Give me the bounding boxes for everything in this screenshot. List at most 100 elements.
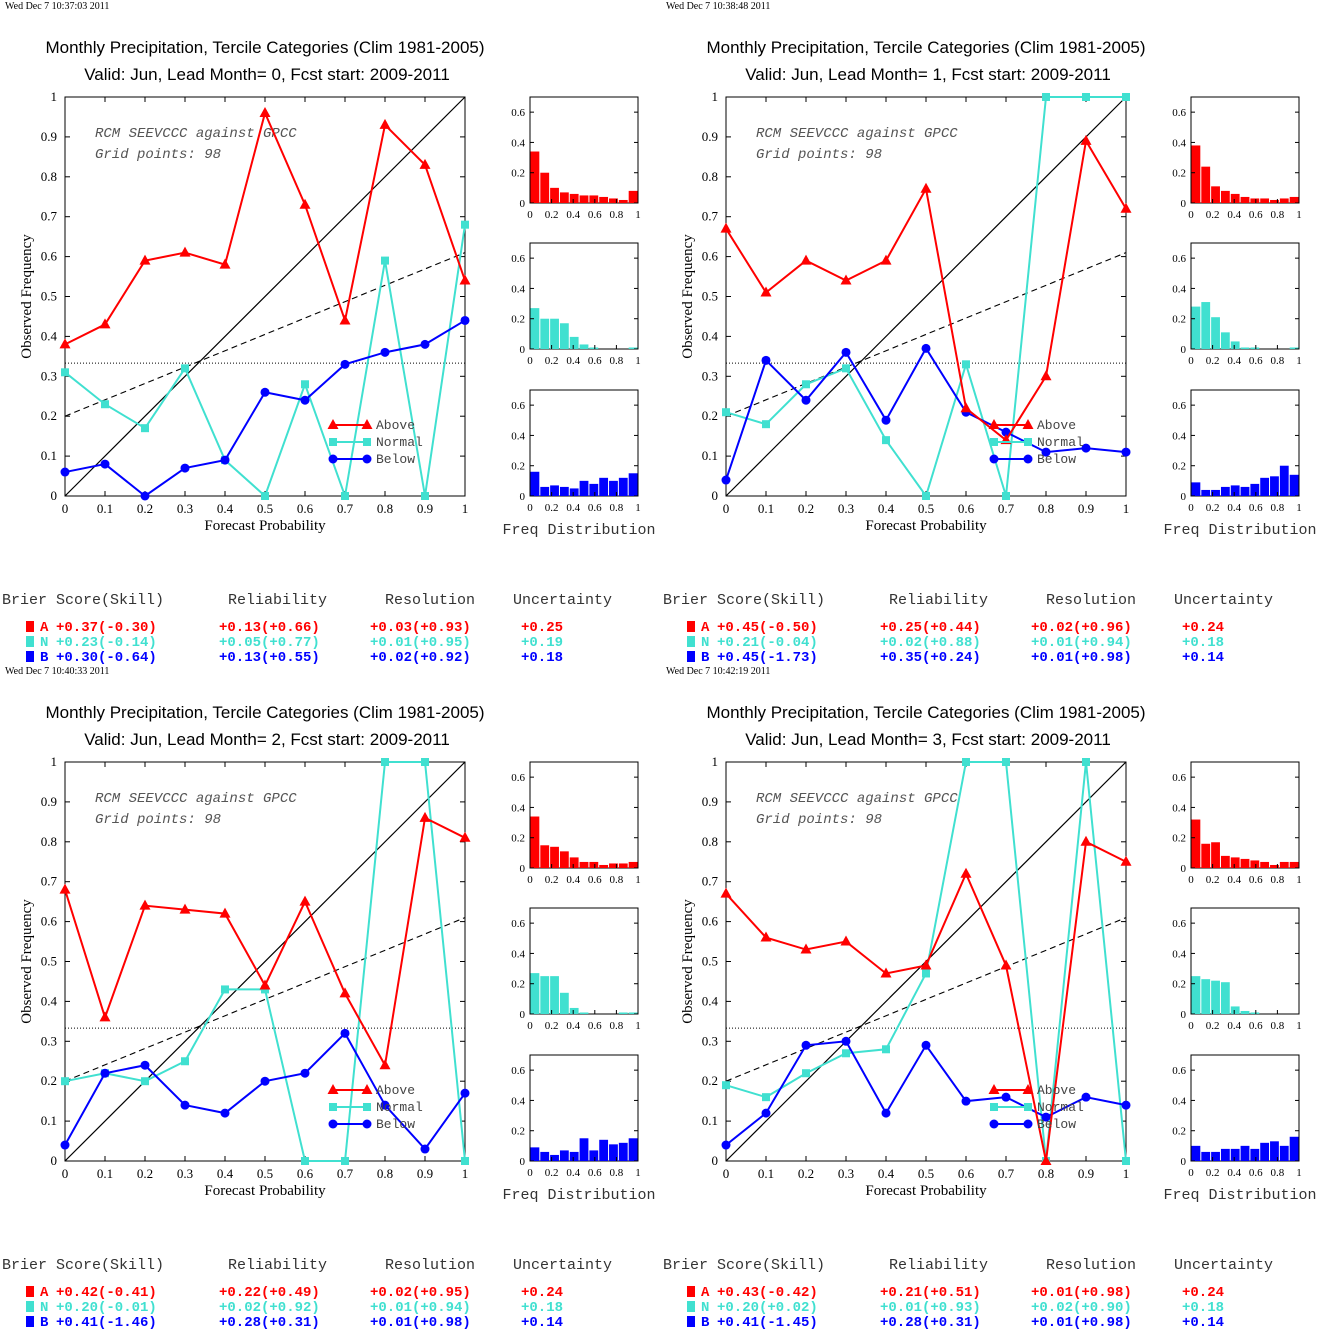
histogram-bar <box>550 485 559 496</box>
score-value: +0.28(+0.31) <box>219 1315 320 1330</box>
score-value: +0.19 <box>521 635 563 651</box>
y-tick-label: 0.8 <box>41 169 57 184</box>
legend-marker <box>328 454 338 464</box>
hist-y-tick-label: 0.2 <box>511 833 525 845</box>
histogram-bar <box>1240 347 1250 349</box>
point-normal <box>1122 1157 1130 1165</box>
score-header-1: Brier Score(Skill) <box>663 1257 825 1274</box>
hist-x-tick-label: 0 <box>1188 209 1194 221</box>
point-below <box>340 359 350 369</box>
histogram-bar <box>1211 489 1220 496</box>
histogram-bar <box>1260 477 1270 496</box>
hist-y-tick-label: 0.4 <box>1172 948 1186 960</box>
score-value: +0.02(+0.96) <box>1031 620 1132 636</box>
histogram-bar <box>550 976 559 1014</box>
y-tick-label: 0.2 <box>41 408 57 423</box>
hist-x-tick-label: 0 <box>527 355 533 367</box>
hist-y-tick-label: 0 <box>1181 344 1187 356</box>
point-above <box>960 402 972 413</box>
histogram-bar <box>550 1154 559 1161</box>
y-tick-label: 0.9 <box>702 129 718 144</box>
hist-x-tick-label: 0.6 <box>588 1020 602 1032</box>
hist-x-tick-label: 1 <box>1296 1167 1302 1179</box>
hist-x-tick-label: 0.2 <box>1206 1167 1220 1179</box>
histogram-bar <box>628 473 638 496</box>
legend-marker <box>327 1084 339 1094</box>
point-normal <box>381 758 389 766</box>
score-header-3: Resolution <box>1046 592 1136 609</box>
x-tick-label: 0.6 <box>958 1166 975 1181</box>
point-normal <box>762 420 770 429</box>
y-tick-label: 0.2 <box>702 408 718 423</box>
point-below <box>260 1076 270 1086</box>
x-tick-label: 0.6 <box>958 501 975 516</box>
hist-y-tick-label: 0 <box>520 491 526 503</box>
histogram-bar <box>579 861 589 868</box>
histogram-bar <box>1191 145 1201 203</box>
annotation-grid-points: Grid points: 98 <box>95 147 221 163</box>
y-tick-label: 0 <box>51 488 58 503</box>
x-tick-label: 0.6 <box>297 1166 314 1181</box>
score-swatch <box>687 1286 695 1297</box>
legend-label-normal: Normal <box>1037 1100 1084 1115</box>
histogram-bar <box>589 861 599 868</box>
freq-histogram-below: 0 0.2 0.4 0.6 0 0.2 0.4 0.6 0.8 1 <box>511 1054 641 1179</box>
score-value: +0.41(-1.46) <box>56 1315 157 1330</box>
point-below <box>761 1108 771 1118</box>
histogram-bar <box>1250 198 1260 203</box>
hist-x-tick-label: 0.6 <box>1249 355 1263 367</box>
histogram-bar <box>628 190 638 203</box>
score-value: +0.21(-0.04) <box>717 635 818 651</box>
x-tick-label: 0.1 <box>97 1166 113 1181</box>
hist-x-tick-label: 0 <box>527 1020 533 1032</box>
score-header-2: Reliability <box>228 592 327 609</box>
hist-x-tick-label: 0.4 <box>566 502 580 514</box>
histogram-bar <box>569 193 579 203</box>
chart-subtitle: Valid: Jun, Lead Month= 2, Fcst start: 2… <box>84 730 450 749</box>
point-normal <box>261 492 269 500</box>
chart-title: Monthly Precipitation, Tercile Categorie… <box>706 38 1145 57</box>
hist-y-tick-label: 0.6 <box>511 1065 525 1077</box>
point-above <box>379 1059 391 1070</box>
histogram-bar <box>1201 843 1211 868</box>
hist-y-tick-label: 0.6 <box>1172 253 1186 265</box>
freq-histogram-normal: 0 0.2 0.4 0.6 0 0.2 0.4 0.6 0.8 1 <box>511 242 641 367</box>
histogram-bar <box>609 480 618 496</box>
hist-x-tick-label: 0 <box>1188 1167 1194 1179</box>
hist-y-tick-label: 0.2 <box>1172 314 1186 326</box>
y-tick-label: 1 <box>712 89 719 104</box>
y-tick-label: 0.3 <box>41 1033 57 1048</box>
score-value: +0.03(+0.93) <box>370 620 471 636</box>
hist-x-tick-label: 0.6 <box>588 209 602 221</box>
histogram-bar <box>1220 332 1230 349</box>
point-above <box>920 182 932 193</box>
x-tick-label: 1 <box>1123 501 1130 516</box>
y-tick-label: 0.9 <box>41 794 57 809</box>
hist-x-tick-label: 0.4 <box>1227 502 1241 514</box>
legend-label-below: Below <box>376 1117 415 1132</box>
legend-marker <box>1022 419 1034 429</box>
chart-subtitle: Valid: Jun, Lead Month= 0, Fcst start: 2… <box>84 65 450 84</box>
legend-marker <box>329 438 337 446</box>
x-tick-label: 0.8 <box>1038 501 1054 516</box>
point-normal <box>922 969 930 978</box>
y-tick-label: 0.8 <box>702 834 718 849</box>
freq-histogram-normal: 0 0.2 0.4 0.6 0 0.2 0.4 0.6 0.8 1 <box>1172 242 1302 367</box>
x-tick-label: 0 <box>62 1166 69 1181</box>
no-skill-line <box>64 252 466 417</box>
hist-x-tick-label: 0 <box>1188 874 1194 886</box>
histogram-bar <box>1191 482 1201 496</box>
histogram-bar <box>599 477 609 496</box>
point-normal <box>922 492 930 500</box>
legend-marker <box>361 419 373 429</box>
hist-x-tick-label: 0 <box>1188 355 1194 367</box>
annotation-source: RCM SEEVCCC against GPCC <box>756 791 958 807</box>
point-above <box>59 338 71 349</box>
hist-x-tick-label: 1 <box>1296 1020 1302 1032</box>
point-normal <box>882 436 890 445</box>
x-tick-label: 0.9 <box>1078 1166 1094 1181</box>
freq-distribution-label: Freq Distribution <box>1163 522 1316 539</box>
hist-y-tick-label: 0 <box>1181 1009 1187 1021</box>
hist-y-tick-label: 0.4 <box>511 802 525 814</box>
score-swatch <box>26 621 34 632</box>
